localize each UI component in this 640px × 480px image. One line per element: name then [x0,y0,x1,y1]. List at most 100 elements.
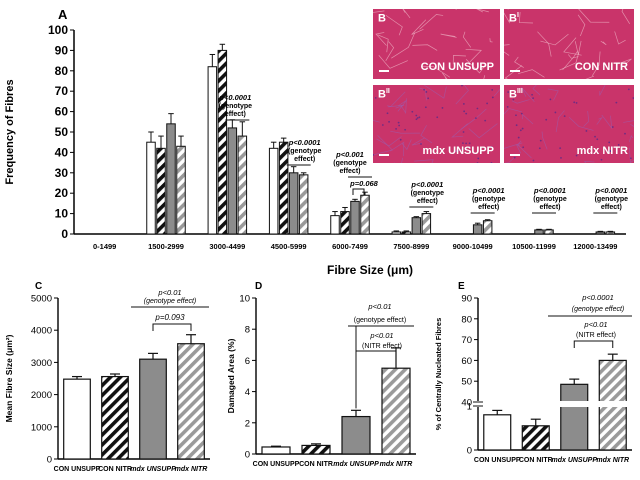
fibre-border [489,38,493,43]
nucleus-dot [381,124,384,126]
bar-grey [472,224,483,235]
nucleus-dot [563,115,566,118]
fibre-border [390,130,420,134]
nucleus-dot [539,139,542,142]
nucleus-dot [462,142,464,145]
nucleus-dot [416,117,419,119]
nucleus-dot [545,118,548,121]
nucleus-dot [486,102,489,105]
fibre-border [522,113,534,125]
fibre-border [493,88,500,97]
nucleus-dot [538,147,541,150]
micrograph-tissue-image [373,9,500,79]
fibre-border [628,135,634,143]
tissue-background [373,9,500,79]
bar-stripe-grey [381,367,411,455]
y-tick-label: 0 [47,455,52,466]
micrograph-label-letter: B [509,88,517,101]
bar-stripe-black [340,211,350,235]
annotation-text: p<0.01 [369,331,393,340]
fibre-border [568,116,594,131]
fibre-border [532,85,541,96]
fibre-border [411,19,427,35]
nucleus-dot [559,147,562,150]
y-tick-label: 4000 [31,326,52,337]
x-tick-label: CON UNSUPP [253,461,300,468]
annotation-text: (genotype effect) [144,298,197,305]
micrograph-label: B [378,12,386,25]
annotation-text: p<0.0001 [581,293,614,302]
nucleus-dot [609,150,611,153]
fibre-border [389,141,405,157]
nucleus-dot [415,114,418,117]
bar-stripe-black [401,231,412,235]
fibre-border [537,31,552,57]
micrograph-caption: CON NITR [574,61,628,73]
micrograph-label-letter: B [378,88,386,101]
nucleus-dot [608,141,611,144]
annotation-text: p<0.01 [583,320,607,329]
fibre-border [455,85,469,105]
bar-grey [341,415,371,455]
nucleus-dot [461,85,463,87]
fibre-border [583,110,590,127]
x-tick-label: 0-1499 [93,242,116,251]
nucleus-dot [465,112,468,115]
fibre-border [504,108,523,115]
y-tick-label: 30 [55,166,69,180]
fibre-border [504,142,523,150]
nucleus-dot [491,88,494,91]
fibre-border [419,14,444,30]
y-tick-label: 60 [55,105,69,119]
x-tick-label: 4500-5999 [271,242,307,251]
scale-bar [510,154,520,156]
nucleus-dot [521,127,524,130]
annotation-text: effect) [417,198,438,205]
nucleus-dot [418,116,421,119]
annotation-text: effect) [339,168,360,175]
nucleus-dot [519,129,522,132]
annotation-text: p<0.0001 [288,138,321,147]
nucleus-dot [397,121,400,124]
fibre-border [388,104,405,109]
y-tick-label: 6 [245,356,250,367]
fibre-border [578,9,610,23]
bar-white [391,231,402,235]
nucleus-dot [386,112,389,115]
nucleus-dot [549,98,552,101]
y-tick-label: 0 [467,446,472,457]
x-tick-label: mdx NITR [175,466,208,473]
nucleus-dot [600,158,603,161]
fibre-border [517,69,545,78]
y-axis-title: Frequency of Fibres [4,79,16,184]
fibre-border [393,157,404,163]
fibre-border [567,54,579,59]
y-tick-label: 90 [55,43,69,57]
nucleus-dot [476,107,479,110]
x-tick-label: CON NITR [98,466,132,473]
x-tick-label: 12000-13499 [573,242,617,251]
y-tick-label: 0 [61,227,68,241]
fibre-border [465,48,482,63]
micrograph-panel: BI CON NITR [503,8,635,80]
nucleus-dot [399,138,402,141]
annotation-text: p=0.093 [154,313,185,322]
fibre-border [400,98,407,114]
fibre-border [591,51,601,77]
micrograph-panel: BIII mdx NITR [503,84,635,164]
nucleus-dot [594,135,596,138]
x-tick-label: 7500-8999 [393,242,429,251]
x-tick-label: mdx NITR [596,457,629,464]
bar-stripe-grey [177,343,205,460]
nucleus-dot [632,97,634,99]
bar-white [268,147,279,235]
annotation-text: p<0.0001 [410,180,443,189]
panel-d-chart: D 0 2 4 6 8 10 CON UNSUPP CON NITR mdx UNSUPP mdx … [226,281,416,468]
y-tick-label: 70 [461,335,472,346]
fibre-border [414,159,434,163]
fibre-border [468,123,498,139]
fibre-border [547,88,559,101]
fibre-border [518,12,533,24]
fibre-border [562,51,578,71]
